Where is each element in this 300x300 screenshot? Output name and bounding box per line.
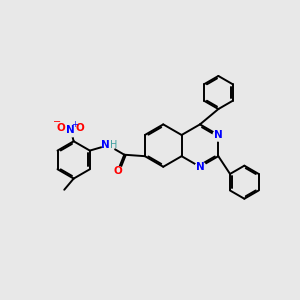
Text: N: N	[214, 130, 223, 140]
Text: N: N	[196, 162, 204, 172]
Text: H: H	[110, 140, 117, 150]
Text: O: O	[113, 166, 122, 176]
Text: O: O	[57, 123, 66, 133]
Text: N: N	[66, 125, 75, 135]
Text: +: +	[71, 120, 78, 129]
Text: N: N	[101, 140, 110, 150]
Text: O: O	[76, 123, 85, 133]
Text: −: −	[53, 117, 61, 128]
